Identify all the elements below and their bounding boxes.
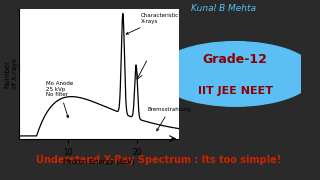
Text: Characteristic
X-rays: Characteristic X-rays (126, 13, 179, 34)
Text: Understand X-Ray Spectrum : Its too simple!: Understand X-Ray Spectrum : Its too simp… (36, 155, 281, 165)
Text: IIT JEE NEET: IIT JEE NEET (198, 86, 273, 96)
Text: Bremsstrahlung: Bremsstrahlung (148, 107, 192, 131)
Text: Kunal B Mehta: Kunal B Mehta (191, 4, 256, 13)
X-axis label: Photon Energy (keV): Photon Energy (keV) (63, 158, 135, 165)
Text: Mo Anode
25 kVp
No filter: Mo Anode 25 kVp No filter (46, 81, 73, 118)
Text: Grade-12: Grade-12 (203, 53, 268, 66)
Y-axis label: Number
of X-rays: Number of X-rays (4, 58, 18, 89)
Ellipse shape (156, 42, 315, 106)
